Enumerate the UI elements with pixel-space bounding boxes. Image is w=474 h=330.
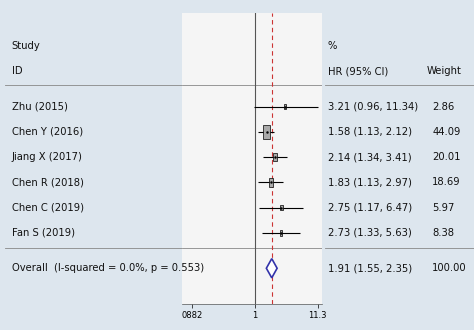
Text: 2.14 (1.34, 3.41): 2.14 (1.34, 3.41): [328, 152, 411, 162]
Text: 2.73 (1.33, 5.63): 2.73 (1.33, 5.63): [328, 228, 411, 238]
Text: Chen R (2018): Chen R (2018): [12, 178, 84, 187]
Text: 2.75 (1.17, 6.47): 2.75 (1.17, 6.47): [328, 203, 412, 213]
Text: 1.58 (1.13, 2.12): 1.58 (1.13, 2.12): [328, 127, 412, 137]
Text: 3.21 (0.96, 11.34): 3.21 (0.96, 11.34): [328, 102, 418, 112]
Text: Weight: Weight: [426, 66, 461, 76]
Text: Chen C (2019): Chen C (2019): [12, 203, 84, 213]
Text: Fan S (2019): Fan S (2019): [12, 228, 75, 238]
Text: 8.38: 8.38: [432, 228, 454, 238]
Text: 1.91 (1.55, 2.35): 1.91 (1.55, 2.35): [328, 263, 412, 273]
Text: %: %: [328, 41, 337, 51]
Text: 20.01: 20.01: [432, 152, 461, 162]
Bar: [264, 125, 270, 139]
Polygon shape: [266, 259, 277, 278]
Text: HR (95% CI): HR (95% CI): [328, 66, 388, 76]
Bar: [280, 205, 283, 210]
Text: Jiang X (2017): Jiang X (2017): [12, 152, 83, 162]
Bar: [269, 178, 273, 186]
Text: 100.00: 100.00: [432, 263, 467, 273]
Text: 44.09: 44.09: [432, 127, 461, 137]
Bar: [273, 153, 277, 161]
Text: 2.86: 2.86: [432, 102, 455, 112]
Text: Study: Study: [12, 41, 41, 51]
Text: ID: ID: [12, 66, 22, 76]
Bar: [280, 230, 283, 236]
Text: Zhu (2015): Zhu (2015): [12, 102, 68, 112]
Text: 1.83 (1.13, 2.97): 1.83 (1.13, 2.97): [328, 178, 411, 187]
Text: 18.69: 18.69: [432, 178, 461, 187]
Text: Overall  (I-squared = 0.0%, p = 0.553): Overall (I-squared = 0.0%, p = 0.553): [12, 263, 204, 273]
Text: Chen Y (2016): Chen Y (2016): [12, 127, 83, 137]
Text: 5.97: 5.97: [432, 203, 455, 213]
Bar: [284, 104, 286, 109]
